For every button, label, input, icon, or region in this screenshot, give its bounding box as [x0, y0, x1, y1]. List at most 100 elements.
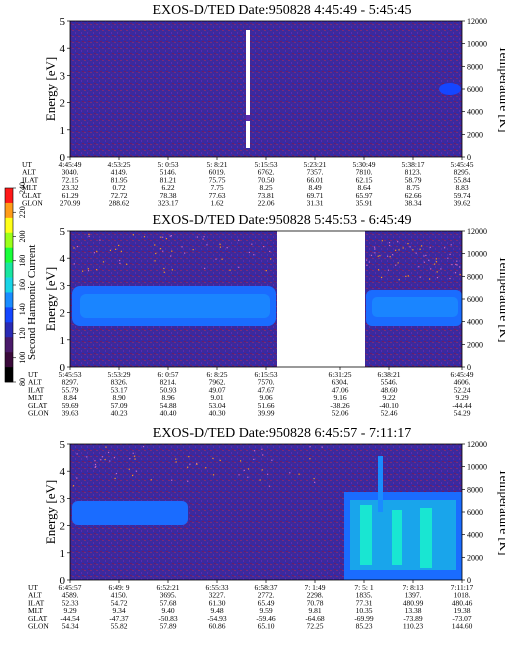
y-right-tick-label: 8000: [467, 62, 483, 71]
table-cell: 1.62: [210, 199, 223, 208]
table-cell: 39.99: [258, 409, 275, 418]
speckle-dot: [415, 252, 417, 254]
table-row-label: ILAT: [28, 385, 45, 394]
table-cell: 72.25: [307, 622, 324, 631]
speckle-dot: [219, 459, 221, 462]
speckle-dot: [205, 467, 207, 469]
table-cell: 110.23: [403, 622, 424, 631]
y-tick-label: 3: [60, 280, 66, 292]
colorbar-tick-label: 180: [18, 255, 27, 267]
table-cell: 5:23:21: [304, 160, 327, 169]
speckle-dot: [261, 448, 263, 450]
table-cell: 13.38: [405, 606, 422, 615]
table-cell: 47.06: [332, 385, 349, 394]
speckle-dot: [114, 477, 116, 480]
speckle-dot: [449, 277, 451, 280]
speckle-dot: [366, 259, 368, 261]
panel-3-streak-3: [420, 508, 432, 568]
table-cell: 22.06: [258, 199, 275, 208]
table-cell: 55.84: [454, 175, 471, 184]
speckle-dot: [444, 247, 446, 249]
speckle-dot: [269, 250, 271, 253]
table-cell: -40.10: [379, 401, 399, 410]
table-cell: 2772.: [258, 591, 275, 600]
speckle-dot: [254, 450, 256, 452]
y-right-tick-label: 6000: [467, 508, 483, 517]
table-cell: 8214.: [160, 378, 177, 387]
speckle-dot: [143, 236, 146, 238]
speckle-dot: [412, 249, 414, 251]
speckle-dot: [175, 461, 177, 463]
speckle-dot: [170, 255, 172, 257]
table-cell: 62.15: [356, 175, 373, 184]
speckle-dot: [321, 446, 323, 448]
speckle-dot: [368, 261, 370, 263]
table-cell: 2298.: [307, 591, 324, 600]
speckle-dot: [298, 473, 300, 475]
table-cell: 7.75: [210, 183, 223, 192]
y-right-tick-label: 10000: [467, 250, 487, 259]
table-cell: 54.34: [62, 622, 79, 631]
table-cell: 61.29: [62, 191, 79, 200]
colorbar-tick-label: 80: [18, 378, 27, 386]
table-cell: 52.46: [381, 409, 398, 418]
table-cell: 5: 0:53: [157, 160, 178, 169]
table-cell: 40.40: [160, 409, 177, 418]
panel-1-spike-gap: [246, 115, 250, 121]
speckle-dot: [271, 459, 273, 461]
table-cell: 6:52:21: [157, 583, 180, 592]
y-tick-label: 1: [60, 335, 66, 347]
table-cell: 40.30: [209, 409, 226, 418]
table-cell: 65.97: [356, 191, 373, 200]
speckle-dot: [96, 250, 98, 252]
table-cell: 54.29: [454, 409, 471, 418]
table-row-label: GLAT: [28, 401, 48, 410]
table-cell: 1835.: [356, 591, 373, 600]
y-tick-label: 2: [60, 521, 66, 533]
colorbar-segment: [5, 367, 13, 383]
table-cell: 6:45:57: [59, 583, 82, 592]
colorbar-segment: [5, 217, 13, 234]
y-right-tick-label: 0: [467, 153, 471, 162]
speckle-dot: [215, 258, 217, 260]
table-cell: 4589.: [62, 591, 79, 600]
table-cell: 5:30:49: [353, 160, 376, 169]
speckle-dot: [162, 250, 164, 252]
y-tick-label: 2: [60, 98, 66, 110]
speckle-dot: [76, 453, 78, 455]
speckle-dot: [73, 247, 75, 249]
y-tick-label: 0: [60, 362, 66, 374]
speckle-dot: [76, 477, 78, 479]
colorbar-ticks: 80 100 120 140 160 180 200 220 240: [13, 182, 27, 386]
speckle-dot: [386, 255, 389, 257]
speckle-dot: [243, 469, 245, 471]
speckle-dot: [206, 244, 208, 246]
table-row-label: GLON: [28, 622, 49, 631]
table-cell: 69.71: [307, 191, 324, 200]
colorbar-tick-label: 100: [18, 352, 27, 364]
y-tick-label: 1: [60, 548, 66, 560]
speckle-dot: [94, 463, 97, 466]
y-right-tick-label: 10000: [467, 463, 487, 472]
speckle-dot: [221, 258, 223, 260]
table-cell: 53.17: [111, 385, 128, 394]
speckle-dot: [169, 235, 171, 237]
y-right-tick-label: 2000: [467, 130, 483, 139]
table-row-label: ALT: [22, 168, 36, 177]
speckle-dot: [107, 451, 110, 454]
table-cell: 3695.: [160, 591, 177, 600]
panel-1-ylabel: Energy [eV]: [43, 57, 58, 121]
speckle-dot: [423, 261, 425, 263]
speckle-dot: [204, 267, 206, 269]
table-cell: 5:45:45: [451, 160, 474, 169]
table-cell: 9.01: [210, 393, 223, 402]
table-cell: 55.79: [62, 385, 79, 394]
y-right-tick-label: 10000: [467, 40, 487, 49]
table-cell: 7962.: [209, 378, 226, 387]
table-cell: -59.46: [256, 614, 276, 623]
speckle-dot: [436, 271, 438, 273]
table-cell: 9.22: [382, 393, 395, 402]
panel-3-axes: 0 1 2 3 4 5 0 2000 4000 6000 8000 10000 12000: [60, 439, 488, 587]
speckle-dot: [239, 460, 242, 462]
